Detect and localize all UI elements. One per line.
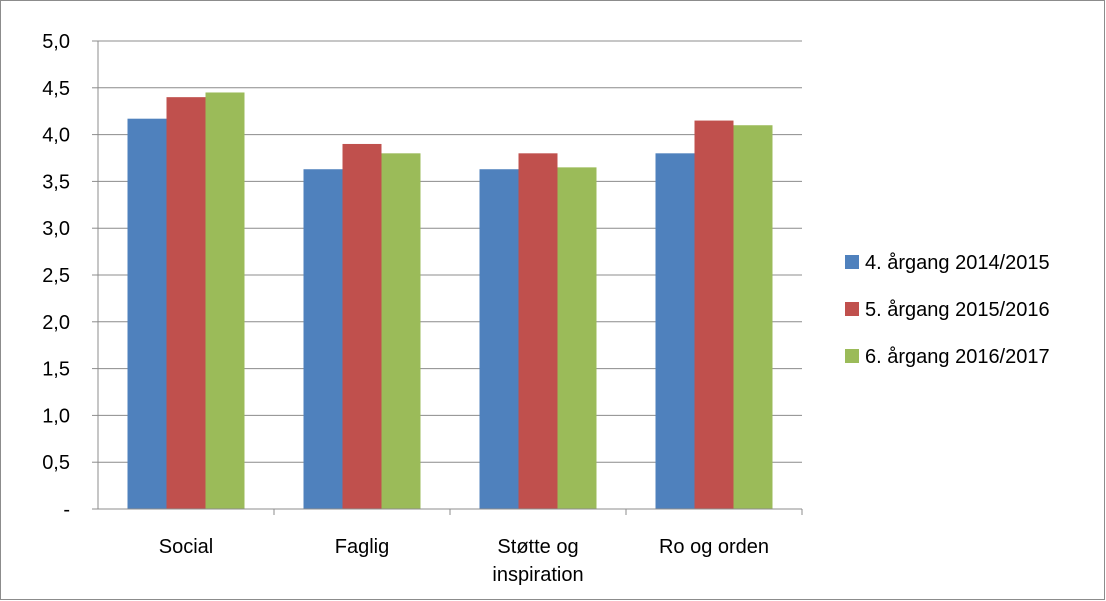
- x-axis-category-labels: Social Faglig Støtte og inspiration Ro og or…: [159, 536, 769, 586]
- bar: [205, 92, 245, 509]
- legend-swatch: [845, 302, 859, 316]
- y-tick-label: -: [63, 499, 70, 521]
- x-category-label: Ro og orden: [659, 536, 769, 558]
- bar: [655, 153, 695, 509]
- bar: [342, 143, 382, 509]
- bar: [694, 120, 734, 509]
- bar: [479, 169, 519, 509]
- legend-swatch: [845, 349, 859, 363]
- y-tick-label: 3,5: [42, 171, 70, 193]
- x-category-label: Støtte og: [497, 536, 578, 558]
- bar: [381, 153, 421, 509]
- bar: [733, 125, 773, 510]
- x-category-label: Faglig: [335, 536, 389, 558]
- y-tick-label: 4,0: [42, 125, 70, 147]
- y-tick-label: 2,0: [42, 312, 70, 334]
- bar: [127, 118, 167, 510]
- legend-label: 4. årgang 2014/2015: [865, 252, 1050, 274]
- legend-label: 6. årgang 2016/2017: [865, 346, 1050, 368]
- bar: [557, 167, 597, 510]
- y-tick-label: 4,5: [42, 78, 70, 100]
- legend-label: 5. årgang 2015/2016: [865, 299, 1050, 321]
- bar: [166, 97, 206, 509]
- y-tick-label: 0,5: [42, 452, 70, 474]
- y-tick-label: 1,5: [42, 359, 70, 381]
- y-tick-label: 1,0: [42, 405, 70, 427]
- bars: [127, 92, 773, 510]
- legend-swatch: [845, 255, 859, 269]
- legend: 4. årgang 2014/2015 5. årgang 2015/2016 6.…: [845, 252, 1050, 368]
- y-axis-tick-labels: - 0,5 1,0 1,5 2,0 2,5 3,0 3,5 4,0 4,5 5,0: [42, 31, 70, 521]
- x-category-label: Social: [159, 536, 213, 558]
- y-tick-label: 3,0: [42, 218, 70, 240]
- bar: [518, 153, 558, 509]
- y-tick-label: 5,0: [42, 31, 70, 53]
- bar: [303, 169, 343, 509]
- x-category-label: inspiration: [492, 564, 583, 586]
- axes: [92, 40, 803, 515]
- y-tick-label: 2,5: [42, 265, 70, 287]
